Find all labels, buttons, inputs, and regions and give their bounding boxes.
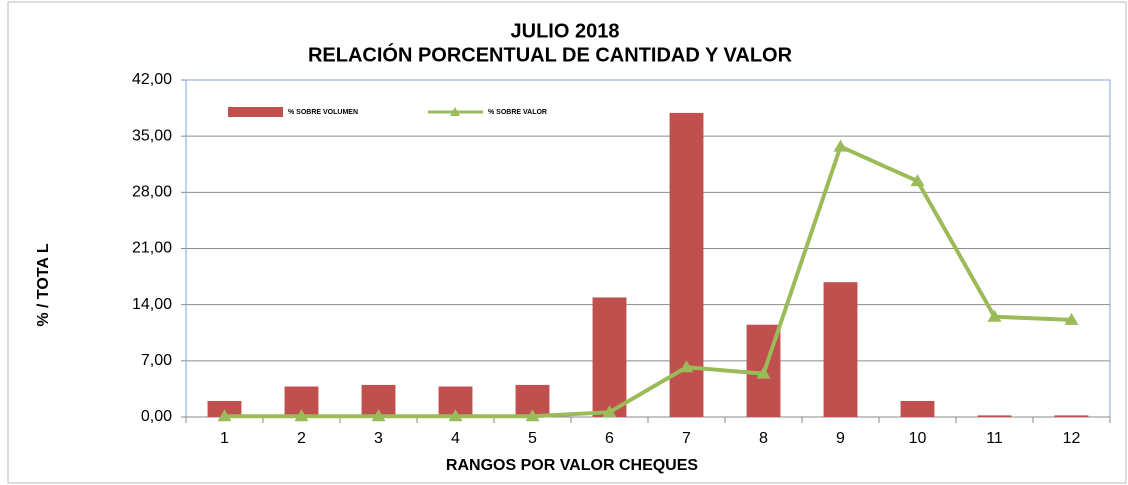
y-tick-label: 42,00 [132,71,172,88]
marker [448,409,463,422]
marker [679,360,694,373]
x-axis-label: RANGOS POR VALOR CHEQUES [446,457,699,474]
marker [602,405,617,418]
legend-label: % SOBRE VOLUMEN [288,109,358,116]
x-tick-label: 11 [986,430,1003,447]
x-tick-label: 7 [682,430,691,447]
y-tick-label: 28,00 [132,184,172,201]
y-axis-label: % / TOTA L [35,243,52,326]
y-tick-label: 14,00 [132,296,172,313]
y-tick-label: 21,00 [132,240,172,257]
bar [900,400,935,417]
bar [592,297,627,417]
chart-subtitle: RELACIÓN PORCENTUAL DE CANTIDAD Y VALOR [308,42,793,66]
x-tick-label: 8 [759,430,768,447]
chart-frame [7,1,1127,484]
y-tick-label: 7,00 [141,352,172,369]
bar [207,400,242,417]
x-tick-label: 1 [220,430,229,447]
x-tick-label: 5 [528,430,537,447]
bar [1054,415,1089,417]
x-tick-label: 6 [605,430,614,447]
x-tick-label: 2 [297,430,306,447]
x-tick-label: 4 [451,430,460,447]
marker [756,366,771,379]
marker [294,409,309,422]
marker [371,409,386,422]
bar [823,282,858,417]
marker [833,139,848,152]
y-tick-label: 0,00 [141,408,172,425]
legend-swatch [450,107,460,116]
marker [217,409,232,422]
marker [987,309,1002,322]
legend-label: % SOBRE VALOR [488,109,547,116]
bar [977,415,1012,417]
legend-swatch [228,107,283,117]
x-tick-label: 12 [1063,430,1081,447]
x-tick-label: 3 [374,430,383,447]
x-tick-label: 9 [836,430,845,447]
line [224,144,1072,419]
marker [910,174,925,187]
marker [1064,312,1079,325]
x-tick-label: 10 [909,430,927,447]
marker [525,409,540,422]
y-tick-label: 35,00 [132,127,172,144]
chart-title: JULIO 2018 [511,20,620,42]
